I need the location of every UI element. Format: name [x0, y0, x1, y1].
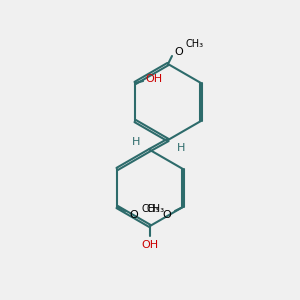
- Text: CH₃: CH₃: [186, 39, 204, 49]
- Text: OH: OH: [145, 74, 162, 84]
- Text: OH: OH: [141, 240, 159, 250]
- Text: CH₃: CH₃: [141, 204, 159, 214]
- Text: O: O: [174, 47, 183, 57]
- Text: O: O: [162, 210, 171, 220]
- Text: O: O: [129, 210, 138, 220]
- Text: H: H: [132, 137, 140, 147]
- Text: H: H: [177, 143, 185, 153]
- Text: CH₃: CH₃: [147, 204, 165, 214]
